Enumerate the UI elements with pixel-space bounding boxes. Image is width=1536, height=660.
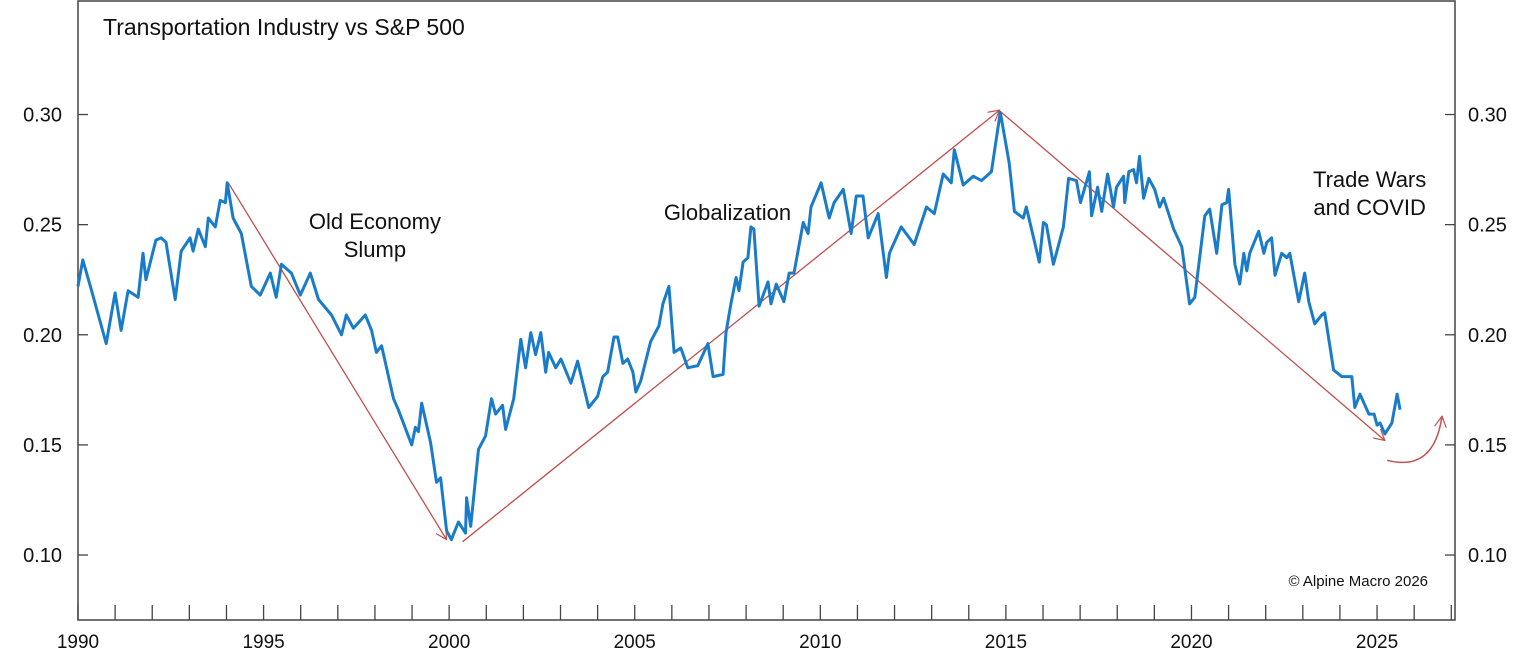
axes: 1990 1995 2000 2005 2010 2015 2020 2025 0.10 0.10… xyxy=(23,105,1507,653)
annotation-label: Globalization xyxy=(664,200,791,225)
trend-arrow xyxy=(227,182,446,540)
chart-title: Transportation Industry vs S&P 500 xyxy=(103,14,465,40)
x-tick-label: 1990 xyxy=(57,632,99,653)
x-tick-label: 2010 xyxy=(799,632,841,653)
y-tick-label-left: 0.10 xyxy=(23,545,62,567)
annotation-label: Trade Wars and COVID xyxy=(1313,167,1426,220)
rebound-arrow xyxy=(1386,416,1442,464)
x-tick-label: 2020 xyxy=(1170,632,1212,653)
x-tick-label: 1995 xyxy=(242,632,284,653)
y-tick-label-left: 0.25 xyxy=(23,215,62,237)
annotation-line: Trade Wars xyxy=(1313,167,1426,192)
y-tick-label-left: 0.20 xyxy=(23,325,62,347)
annotation-line: Old Economy xyxy=(309,209,441,234)
y-tick-label-right: 0.15 xyxy=(1468,435,1507,457)
series-line xyxy=(76,110,1402,542)
annotation-label: Old Economy Slump xyxy=(309,209,441,262)
x-tick-label: 2000 xyxy=(428,632,470,653)
annotation-line: Globalization xyxy=(664,200,791,225)
x-tick-label: 2025 xyxy=(1356,632,1398,653)
trend-arrow xyxy=(462,110,1000,543)
y-tick-label-right: 0.20 xyxy=(1468,325,1507,347)
y-tick-label-left: 0.15 xyxy=(23,435,62,457)
copyright-note: © Alpine Macro 2026 xyxy=(1289,573,1428,590)
x-tick-label: 2005 xyxy=(614,632,656,653)
y-tick-label-right: 0.10 xyxy=(1468,545,1507,567)
annotation-line: and COVID xyxy=(1313,195,1426,220)
y-tick-label-right: 0.30 xyxy=(1468,105,1507,127)
x-tick-label: 2015 xyxy=(985,632,1027,653)
annotation-layer: Old Economy Slump Globalization Trade Wars a… xyxy=(227,110,1442,543)
annotation-line: Slump xyxy=(344,237,406,262)
y-tick-label-right: 0.25 xyxy=(1468,215,1507,237)
y-tick-label-left: 0.30 xyxy=(23,105,62,127)
trend-arrow xyxy=(1001,111,1384,440)
plot-frame xyxy=(77,0,1456,621)
